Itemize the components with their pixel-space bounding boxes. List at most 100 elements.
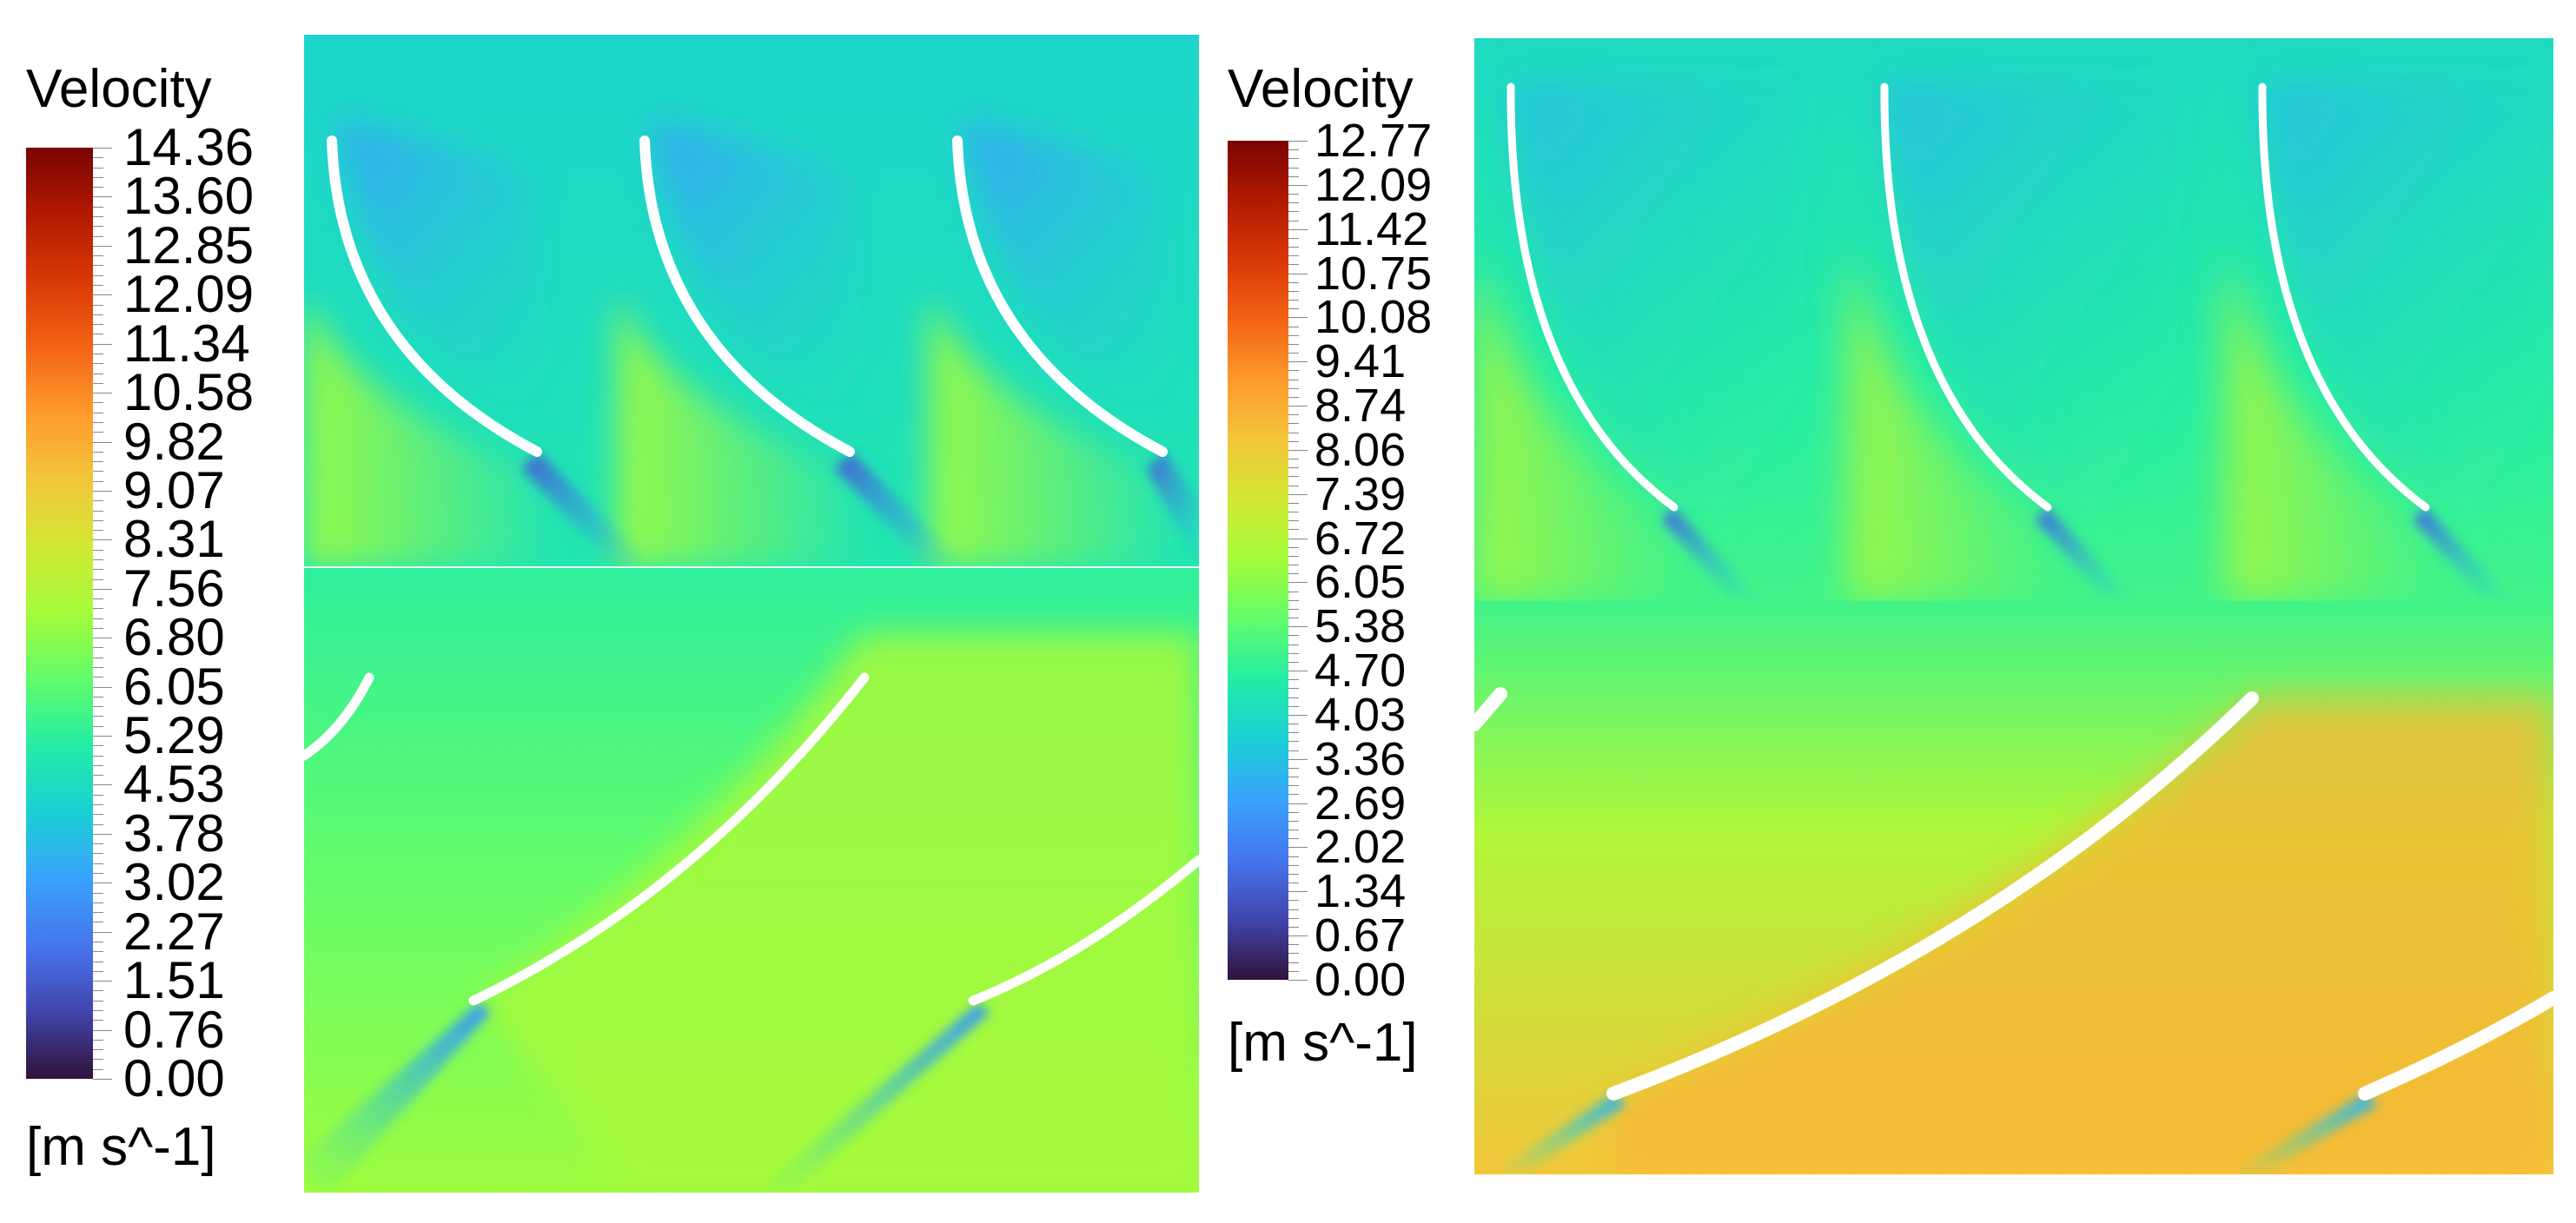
colorbar-tick-labels: 14.36 13.60 12.85 12.09 11.34 10.58 9.82 9.07 8.…: [123, 122, 306, 1105]
minor-tick: [93, 784, 112, 786]
blade: [2258, 83, 2430, 512]
minor-tick: [93, 245, 112, 247]
colorbar-minor-ticks: [1288, 141, 1313, 981]
tick-label: 8.74: [1314, 380, 1407, 433]
minor-tick: [1288, 493, 1308, 495]
minor-tick: [1288, 847, 1308, 849]
tick-label: 4.03: [1314, 688, 1407, 741]
minor-tick: [1288, 529, 1299, 531]
blade: [1880, 83, 2052, 512]
tick-label: 3.02: [123, 853, 225, 912]
colorbar-minor-ticks: [93, 148, 119, 1080]
minor-tick: [1288, 891, 1308, 893]
minor-tick: [1288, 361, 1308, 363]
minor-tick: [93, 775, 103, 777]
minor-tick: [1288, 873, 1299, 875]
wake-streaks: [1661, 507, 2513, 601]
tick-label: 2.02: [1314, 821, 1407, 874]
minor-tick: [1288, 758, 1308, 760]
tick-label: 11.34: [123, 314, 250, 373]
minor-tick: [1288, 228, 1308, 230]
tick-label: 1.51: [123, 951, 225, 1010]
minor-tick: [93, 745, 103, 747]
minor-tick: [1288, 247, 1299, 248]
minor-tick: [93, 196, 112, 198]
blade: [968, 855, 1199, 1006]
tick-label: 10.75: [1314, 247, 1433, 300]
minor-tick: [1288, 467, 1299, 469]
tick-label: 11.42: [1314, 202, 1429, 255]
minor-tick: [1288, 184, 1308, 186]
minor-tick: [1288, 697, 1299, 698]
minor-tick: [93, 510, 103, 512]
lower-pressure-zones: [478, 634, 1199, 1193]
minor-tick: [1288, 811, 1299, 813]
tick-label: 10.58: [123, 363, 255, 422]
tick-label: 7.39: [1314, 467, 1407, 520]
minor-tick: [1288, 476, 1299, 478]
minor-tick: [93, 432, 103, 433]
tick-label: 5.38: [1314, 600, 1407, 653]
minor-tick: [93, 549, 103, 551]
minor-tick: [1288, 635, 1299, 637]
minor-tick: [1288, 449, 1308, 451]
contour-canvas: [1474, 38, 2553, 1174]
tick-label: 0.00: [123, 1049, 225, 1107]
minor-tick: [93, 892, 103, 894]
suction-side-zones: [1509, 82, 2553, 507]
minor-tick: [1288, 396, 1299, 398]
minor-tick: [93, 226, 103, 228]
minor-tick: [1288, 705, 1299, 707]
tick-label: 9.41: [1314, 335, 1407, 388]
minor-tick: [93, 1039, 103, 1041]
minor-tick: [93, 314, 103, 315]
minor-tick: [93, 716, 103, 717]
minor-tick: [1288, 803, 1308, 804]
minor-tick: [93, 569, 103, 571]
minor-tick: [1288, 608, 1299, 610]
minor-tick: [93, 1068, 103, 1070]
legend-unit: [m s^-1]: [1228, 1013, 1418, 1073]
tick-label: 3.36: [1314, 732, 1407, 785]
minor-tick: [93, 755, 103, 757]
blade: [639, 136, 855, 457]
minor-tick: [1288, 864, 1299, 866]
minor-tick: [93, 294, 112, 296]
minor-tick: [93, 255, 103, 257]
minor-tick: [93, 284, 103, 286]
minor-tick: [93, 441, 112, 443]
velocity-contour-plot-right: [1474, 38, 2553, 1174]
tick-label: 9.07: [123, 460, 225, 519]
lower-wake-streaks: [1492, 1094, 2378, 1174]
minor-tick: [1288, 194, 1299, 195]
tick-label: 5.29: [123, 706, 225, 765]
minor-tick: [1288, 626, 1308, 628]
minor-tick: [93, 1010, 103, 1011]
tick-label: 12.85: [123, 215, 255, 274]
minor-tick: [1288, 290, 1299, 292]
minor-tick: [1288, 167, 1299, 169]
minor-tick: [1288, 838, 1299, 840]
minor-tick: [1288, 406, 1308, 407]
minor-tick: [93, 167, 103, 169]
minor-tick: [1288, 661, 1299, 663]
minor-tick: [93, 176, 103, 178]
minor-tick: [1288, 158, 1299, 160]
minor-tick: [1288, 953, 1299, 955]
tick-label: 6.05: [123, 657, 225, 716]
minor-tick: [93, 461, 103, 463]
velocity-contour-plot-left: [304, 35, 1199, 1193]
minor-tick: [1288, 926, 1299, 928]
minor-tick: [1288, 202, 1299, 204]
minor-tick: [1288, 750, 1299, 751]
minor-tick: [1288, 970, 1299, 972]
minor-tick: [1288, 237, 1299, 239]
minor-tick: [1288, 679, 1299, 681]
tick-label: 2.27: [123, 902, 225, 961]
tick-label: 0.76: [123, 1000, 225, 1059]
minor-tick: [1288, 935, 1308, 937]
minor-tick: [1288, 944, 1299, 946]
tick-label: 13.60: [123, 167, 255, 226]
minor-tick: [93, 265, 103, 267]
minor-tick: [93, 814, 103, 816]
